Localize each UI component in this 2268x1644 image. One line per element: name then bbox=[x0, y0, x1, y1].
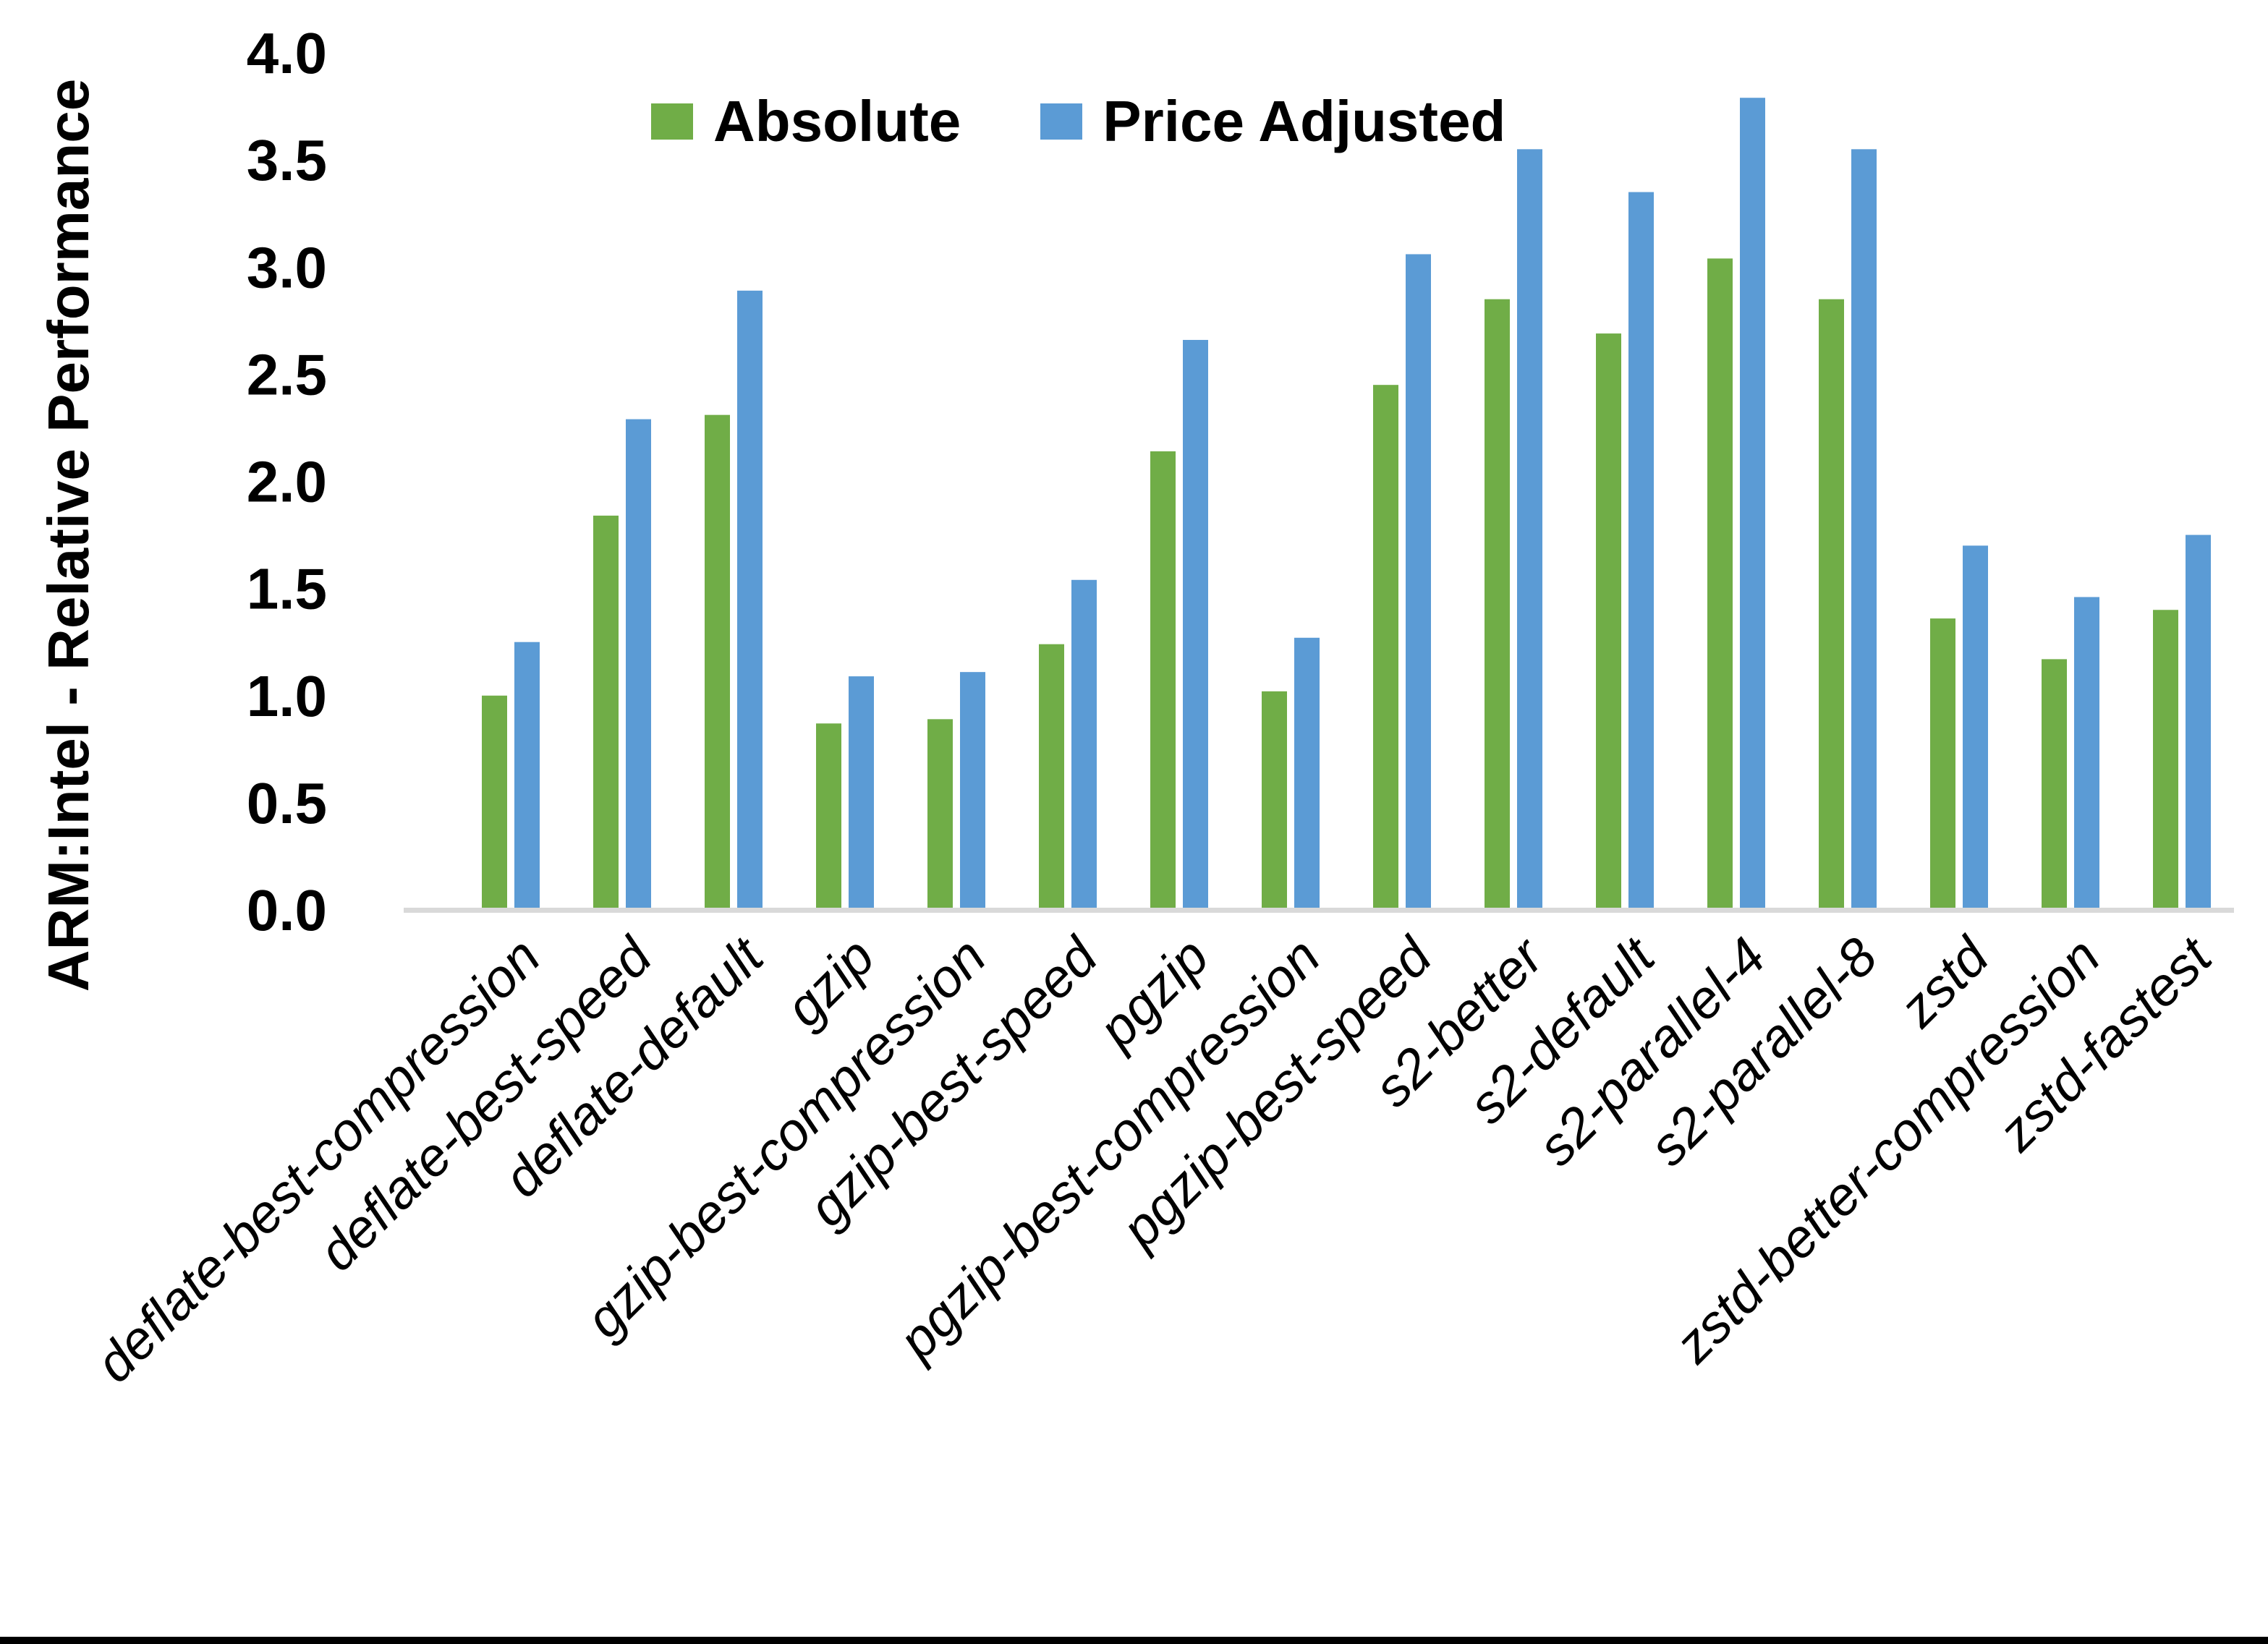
legend-label-absolute: Absolute bbox=[713, 89, 961, 153]
bar-absolute-deflate-best-compression bbox=[482, 695, 507, 910]
bar-absolute-pgzip-best-compression bbox=[1262, 691, 1287, 910]
bar-absolute-zstd bbox=[1930, 618, 1955, 910]
x-axis-line bbox=[404, 908, 2234, 913]
legend-swatch-absolute bbox=[651, 103, 693, 140]
y-tick-label-2.5: 2.5 bbox=[247, 342, 327, 406]
bar-price-adjusted-gzip bbox=[849, 676, 874, 910]
bar-absolute-zstd-better-compression bbox=[2042, 659, 2067, 910]
y-tick-label-4.0: 4.0 bbox=[247, 21, 327, 85]
bar-price-adjusted-s2-default bbox=[1628, 192, 1654, 910]
bar-absolute-deflate-default bbox=[705, 414, 730, 910]
y-tick-label-0.0: 0.0 bbox=[247, 878, 327, 942]
legend-item-price-adjusted: Price Adjusted bbox=[1040, 88, 1505, 155]
bar-price-adjusted-pgzip bbox=[1183, 339, 1208, 911]
bar-price-adjusted-pgzip-best-compression bbox=[1294, 637, 1320, 910]
y-tick-label-3.5: 3.5 bbox=[247, 128, 327, 192]
bar-absolute-s2-default bbox=[1596, 333, 1621, 910]
bar-absolute-gzip-best-speed bbox=[1039, 644, 1064, 910]
chart-legend: Absolute Price Adjusted bbox=[651, 88, 1505, 155]
bar-price-adjusted-pgzip-best-speed bbox=[1406, 254, 1431, 911]
bar-price-adjusted-gzip-best-compression bbox=[960, 672, 985, 910]
bar-absolute-pgzip-best-speed bbox=[1373, 385, 1398, 910]
bar-absolute-zstd-fastest bbox=[2153, 610, 2178, 910]
bar-price-adjusted-zstd bbox=[1963, 545, 1988, 910]
y-tick-label-1.5: 1.5 bbox=[247, 557, 327, 621]
y-tick-label-3.0: 3.0 bbox=[247, 235, 327, 299]
bottom-border-line bbox=[0, 1637, 2268, 1644]
bar-price-adjusted-zstd-fastest bbox=[2186, 534, 2211, 910]
bar-price-adjusted-deflate-best-compression bbox=[514, 642, 540, 910]
bar-absolute-s2-better bbox=[1485, 299, 1510, 910]
legend-swatch-price-adjusted bbox=[1040, 103, 1083, 140]
bar-price-adjusted-s2-parallel-8 bbox=[1851, 149, 1877, 910]
bar-price-adjusted-deflate-default bbox=[737, 290, 763, 910]
bar-price-adjusted-s2-better bbox=[1517, 149, 1542, 910]
bar-absolute-s2-parallel-8 bbox=[1819, 299, 1844, 910]
bar-absolute-s2-parallel-4 bbox=[1707, 258, 1733, 910]
bar-absolute-gzip bbox=[816, 723, 841, 910]
y-tick-label-1.0: 1.0 bbox=[247, 664, 327, 728]
legend-item-absolute: Absolute bbox=[651, 88, 961, 155]
bar-price-adjusted-s2-parallel-4 bbox=[1740, 98, 1765, 910]
bar-price-adjusted-zstd-better-compression bbox=[2074, 597, 2099, 910]
x-tick-label-deflate-best-compression: deflate-best-compression bbox=[84, 927, 551, 1394]
y-tick-label-0.5: 0.5 bbox=[247, 771, 327, 835]
y-tick-label-2.0: 2.0 bbox=[247, 450, 327, 514]
bar-absolute-gzip-best-compression bbox=[927, 719, 953, 910]
bar-price-adjusted-gzip-best-speed bbox=[1071, 579, 1097, 910]
bar-price-adjusted-deflate-best-speed bbox=[626, 419, 651, 910]
bar-absolute-pgzip bbox=[1150, 451, 1176, 910]
bar-absolute-deflate-best-speed bbox=[593, 515, 619, 910]
legend-label-price-adjusted: Price Adjusted bbox=[1103, 89, 1506, 153]
